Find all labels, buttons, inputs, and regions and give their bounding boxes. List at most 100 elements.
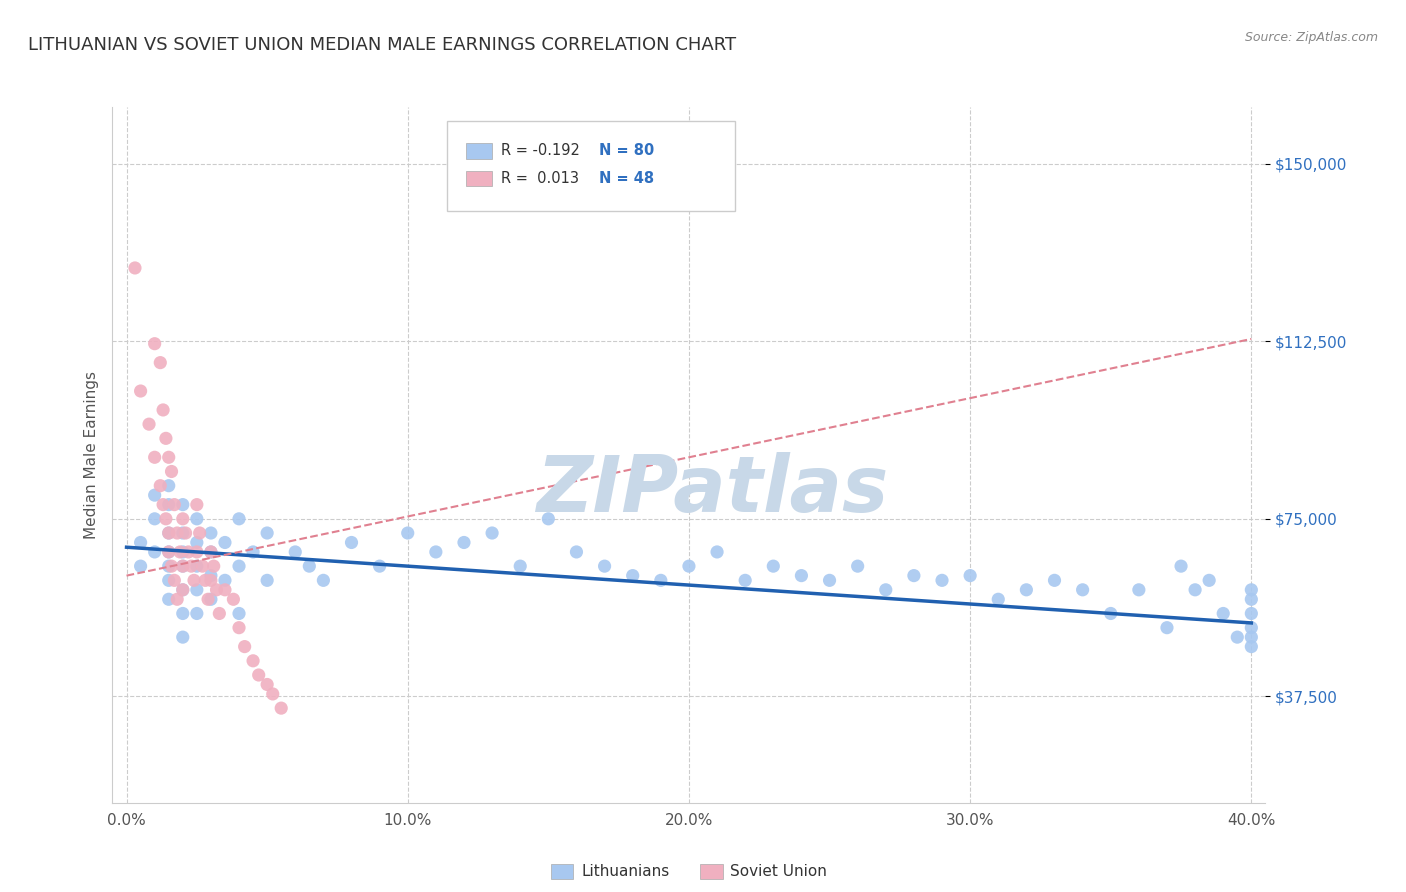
Point — [194, 574, 217, 588]
Point — [509, 559, 531, 574]
Point — [166, 526, 188, 541]
Point — [183, 574, 205, 588]
Point — [200, 526, 222, 541]
Point — [1043, 574, 1066, 588]
Point — [166, 592, 188, 607]
Point — [129, 559, 152, 574]
Point — [1240, 592, 1263, 607]
Point — [734, 574, 756, 588]
Point — [621, 568, 644, 582]
Y-axis label: Median Male Earnings: Median Male Earnings — [83, 371, 98, 539]
Point — [1015, 582, 1038, 597]
Point — [157, 498, 180, 512]
Text: LITHUANIAN VS SOVIET UNION MEDIAN MALE EARNINGS CORRELATION CHART: LITHUANIAN VS SOVIET UNION MEDIAN MALE E… — [28, 36, 737, 54]
Point — [169, 545, 191, 559]
Point — [222, 592, 245, 607]
Point — [1212, 607, 1234, 621]
Point — [200, 568, 222, 582]
Point — [1184, 582, 1206, 597]
Point — [149, 478, 172, 492]
Point — [186, 545, 208, 559]
Point — [228, 621, 250, 635]
Point — [208, 607, 231, 621]
Point — [298, 559, 321, 574]
Point — [157, 574, 180, 588]
Point — [152, 403, 174, 417]
Point — [650, 574, 672, 588]
Point — [157, 592, 180, 607]
Point — [163, 498, 186, 512]
Point — [262, 687, 284, 701]
Point — [1240, 640, 1263, 654]
Point — [1198, 574, 1220, 588]
Point — [214, 574, 236, 588]
Point — [790, 568, 813, 582]
FancyBboxPatch shape — [447, 121, 735, 211]
Point — [191, 559, 214, 574]
Point — [172, 559, 194, 574]
Point — [186, 512, 208, 526]
Point — [818, 574, 841, 588]
Point — [678, 559, 700, 574]
Point — [186, 607, 208, 621]
Point — [903, 568, 925, 582]
Point — [537, 512, 560, 526]
Point — [172, 545, 194, 559]
Point — [425, 545, 447, 559]
Point — [143, 512, 166, 526]
Point — [875, 582, 897, 597]
Point — [200, 545, 222, 559]
Point — [157, 545, 180, 559]
Point — [172, 607, 194, 621]
Point — [160, 559, 183, 574]
Point — [155, 512, 177, 526]
Point — [143, 488, 166, 502]
Text: Source: ZipAtlas.com: Source: ZipAtlas.com — [1244, 31, 1378, 45]
Point — [177, 545, 200, 559]
Point — [143, 336, 166, 351]
Text: R = -0.192: R = -0.192 — [501, 144, 579, 159]
Point — [124, 260, 146, 275]
Point — [1240, 607, 1263, 621]
Point — [565, 545, 588, 559]
Point — [1170, 559, 1192, 574]
Point — [214, 535, 236, 549]
Point — [1240, 630, 1263, 644]
Point — [270, 701, 292, 715]
Legend: Lithuanians, Soviet Union: Lithuanians, Soviet Union — [544, 857, 834, 886]
Point — [149, 356, 172, 370]
Point — [1240, 582, 1263, 597]
Point — [396, 526, 419, 541]
Point — [1128, 582, 1150, 597]
Point — [228, 512, 250, 526]
Point — [157, 559, 180, 574]
Point — [157, 545, 180, 559]
Point — [186, 498, 208, 512]
Point — [188, 526, 211, 541]
Point — [205, 582, 228, 597]
Text: ZIPatlas: ZIPatlas — [536, 451, 889, 528]
Point — [197, 592, 219, 607]
Point — [959, 568, 981, 582]
Point — [846, 559, 869, 574]
Point — [1099, 607, 1122, 621]
Point — [143, 545, 166, 559]
Point — [180, 559, 202, 574]
Point — [987, 592, 1010, 607]
Point — [157, 526, 180, 541]
Point — [228, 607, 250, 621]
Point — [1071, 582, 1094, 597]
Point — [143, 450, 166, 465]
Point — [160, 465, 183, 479]
Point — [172, 582, 194, 597]
Point — [163, 574, 186, 588]
Point — [172, 512, 194, 526]
Point — [129, 535, 152, 549]
Point — [247, 668, 270, 682]
Point — [138, 417, 160, 432]
Point — [186, 535, 208, 549]
Point — [186, 582, 208, 597]
Point — [256, 526, 278, 541]
Point — [157, 526, 180, 541]
Point — [172, 630, 194, 644]
